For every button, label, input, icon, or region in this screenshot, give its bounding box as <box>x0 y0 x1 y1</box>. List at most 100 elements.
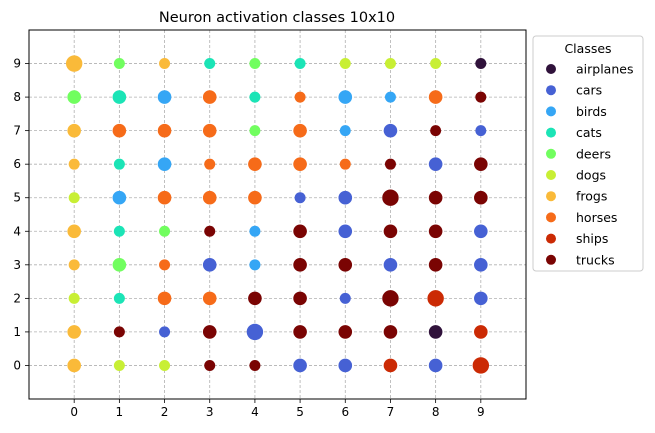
data-point-airplanes <box>428 325 443 339</box>
x-tick-label: 5 <box>296 405 304 419</box>
data-point-trucks <box>113 326 125 338</box>
data-point-trucks <box>475 91 487 103</box>
data-point-birds <box>157 157 172 171</box>
x-tick-label: 8 <box>432 405 440 419</box>
data-point-trucks <box>293 258 307 272</box>
data-point-horses <box>202 90 217 104</box>
y-tick-label: 8 <box>13 90 21 104</box>
legend-marker-cats <box>546 127 556 138</box>
x-axis-ticks: 0 1 2 3 4 5 6 7 8 9 <box>70 399 485 419</box>
legend-label-cars: cars <box>576 83 602 98</box>
x-tick-label: 7 <box>387 405 395 419</box>
data-point-trucks <box>293 291 307 306</box>
data-point-horses <box>293 157 307 171</box>
x-tick-label: 4 <box>251 405 259 419</box>
data-point-dogs <box>159 359 171 371</box>
data-point-ships <box>472 357 490 374</box>
data-point-horses <box>157 123 172 138</box>
x-tick-label: 1 <box>116 405 124 419</box>
legend-box <box>532 35 644 272</box>
y-tick-label: 1 <box>13 325 21 339</box>
data-point-horses <box>339 158 351 170</box>
data-point-cars <box>383 123 398 138</box>
data-point-deers <box>113 58 125 70</box>
chart-title: Neuron activation classes 10x10 <box>159 10 395 26</box>
legend-label-dogs: dogs <box>576 168 606 183</box>
data-point-cars <box>338 190 353 205</box>
data-point-cars <box>475 125 487 137</box>
data-point-frogs <box>67 325 81 339</box>
legend-label-deers: deers <box>576 146 611 161</box>
data-point-cats <box>112 90 127 104</box>
legend-marker-airplanes <box>546 64 556 74</box>
data-point-birds <box>157 90 172 104</box>
data-point-dogs <box>384 58 396 70</box>
legend-marker-cars <box>546 85 556 96</box>
x-tick-label: 3 <box>206 405 214 419</box>
x-tick-label: 6 <box>341 405 349 419</box>
x-tick-label: 0 <box>70 405 78 419</box>
data-point-horses <box>248 190 262 205</box>
data-point-deers <box>249 125 261 137</box>
data-point-trucks <box>383 224 398 239</box>
data-point-horses <box>157 291 172 306</box>
scatter-points <box>65 55 490 374</box>
data-point-trucks <box>249 359 261 371</box>
data-point-ships <box>383 358 398 373</box>
data-point-trucks <box>248 291 262 306</box>
data-point-deers <box>67 90 81 104</box>
legend-title: Classes <box>564 41 611 56</box>
data-point-trucks <box>428 258 443 272</box>
y-tick-label: 2 <box>13 291 21 305</box>
data-point-frogs <box>67 358 81 373</box>
legend-label-trucks: trucks <box>576 252 615 267</box>
data-point-deers <box>112 258 127 272</box>
y-tick-label: 0 <box>13 358 21 372</box>
data-point-horses <box>202 190 217 205</box>
data-point-deers <box>249 58 261 70</box>
y-axis-ticks: 0 1 2 3 4 5 6 7 8 9 <box>13 57 29 372</box>
data-point-trucks <box>293 224 307 239</box>
data-point-cats <box>113 158 125 170</box>
data-point-cats <box>204 58 216 70</box>
legend-marker-frogs <box>546 191 556 202</box>
data-point-horses <box>157 190 172 205</box>
data-point-birds <box>249 259 261 271</box>
data-point-trucks <box>430 125 442 137</box>
data-point-cars <box>383 258 398 272</box>
data-point-cars <box>428 358 443 373</box>
data-point-cats <box>294 58 306 70</box>
data-point-ships <box>474 325 488 339</box>
data-point-cars <box>474 291 488 306</box>
data-point-cars <box>474 258 488 272</box>
data-point-trucks <box>204 225 216 237</box>
data-point-horses <box>202 291 217 306</box>
data-point-cats <box>113 225 125 237</box>
data-point-airplanes <box>475 58 487 70</box>
data-point-ships <box>427 290 444 307</box>
data-point-horses <box>204 158 216 170</box>
data-point-trucks <box>293 325 307 339</box>
legend-label-birds: birds <box>576 104 607 119</box>
data-point-dogs <box>339 58 351 70</box>
data-point-horses <box>248 157 262 171</box>
plot-area <box>28 29 527 400</box>
grid-lines <box>29 30 526 399</box>
data-point-cars <box>338 224 353 239</box>
data-point-trucks <box>382 290 399 307</box>
data-point-trucks <box>428 224 443 239</box>
data-point-cars <box>339 292 351 304</box>
y-tick-label: 3 <box>13 258 21 272</box>
data-point-birds <box>249 225 261 237</box>
data-point-dogs <box>68 292 80 304</box>
x-tick-label: 2 <box>161 405 169 419</box>
y-tick-label: 4 <box>13 224 21 238</box>
data-point-trucks <box>204 359 216 371</box>
data-point-cars <box>474 224 488 239</box>
data-point-frogs <box>68 158 80 170</box>
data-point-trucks <box>384 158 396 170</box>
data-point-cars <box>294 192 306 204</box>
legend-label-ships: ships <box>576 231 608 246</box>
data-point-birds <box>338 90 353 104</box>
y-tick-label: 5 <box>13 191 21 205</box>
